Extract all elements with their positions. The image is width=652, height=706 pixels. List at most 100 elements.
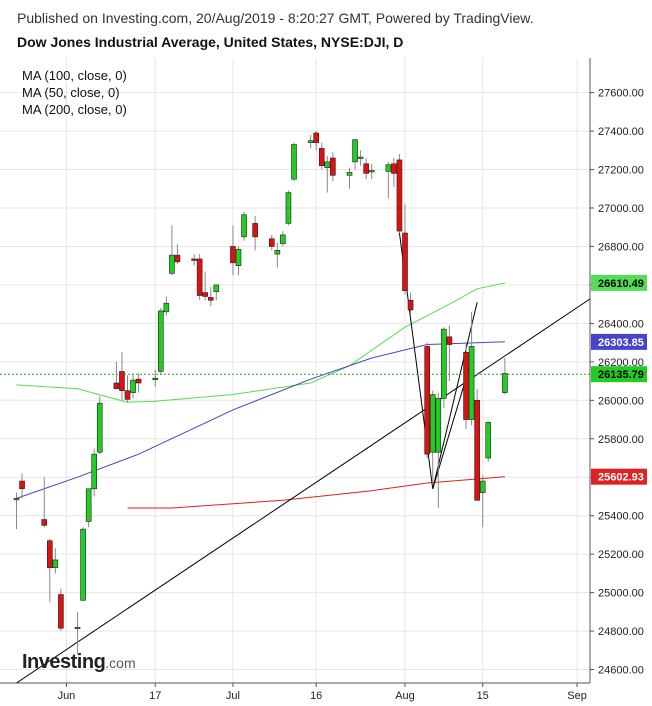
plot-layer — [0, 131, 590, 683]
price-label-box — [591, 333, 647, 350]
y-tick-label: 26000.00 — [598, 395, 644, 407]
candle-body — [330, 157, 336, 176]
legend-ma200[interactable]: MA (200, close, 0) — [22, 102, 127, 117]
candle-body — [357, 156, 364, 159]
x-tick-label: Sep — [567, 690, 587, 702]
candle-body — [280, 234, 286, 244]
published-caption: Published on Investing.com, 20/Aug/2019 … — [17, 10, 534, 26]
candle-body — [313, 132, 320, 143]
y-tick-label: 25800.00 — [598, 434, 644, 446]
candle-body — [385, 164, 392, 172]
candle-body — [207, 297, 214, 301]
candle-body — [268, 238, 275, 247]
y-tick-label: 24600.00 — [598, 665, 644, 677]
candle-body — [485, 422, 492, 459]
y-tick-label: 27400.00 — [598, 126, 644, 138]
candle-body — [124, 390, 131, 400]
candle-body — [91, 453, 97, 490]
candle-body — [58, 594, 64, 629]
candle-body — [435, 398, 442, 453]
candle-body — [169, 254, 175, 274]
candle-body — [324, 161, 331, 168]
candle-body — [463, 351, 469, 420]
price-label: 25602.93 — [598, 472, 644, 484]
trendline — [432, 302, 478, 489]
candle-body — [479, 480, 486, 493]
candle-body — [441, 328, 447, 399]
candle-body — [352, 139, 358, 163]
candle-body — [424, 346, 431, 455]
candle-body — [274, 250, 281, 255]
y-tick-label: 27600.00 — [598, 88, 644, 100]
trendline — [16, 298, 590, 683]
candle-body — [252, 223, 258, 238]
moving-average-line — [16, 341, 505, 499]
moving-average-line — [127, 476, 505, 509]
legend-ma50[interactable]: MA (50, close, 0) — [22, 85, 120, 100]
x-tick-label: Jul — [226, 690, 240, 702]
candle-body — [368, 170, 375, 173]
candle-body — [174, 254, 181, 263]
candle-body — [291, 144, 297, 180]
price-label-box — [591, 274, 647, 291]
candle-body — [85, 488, 92, 522]
price-label-box — [591, 468, 647, 485]
candle-body — [396, 159, 403, 232]
y-tick-label: 27200.00 — [598, 165, 644, 177]
candle-body — [96, 402, 103, 453]
candle-body — [196, 258, 203, 296]
candle-body — [429, 394, 436, 453]
y-tick-label: 26800.00 — [598, 241, 644, 253]
candle-body — [474, 400, 480, 501]
candle-body — [80, 528, 86, 601]
candle-body — [468, 346, 475, 420]
y-tick-label: 25200.00 — [598, 549, 644, 561]
chart-title: Dow Jones Industrial Average, United Sta… — [17, 34, 404, 50]
y-tick-label: 25400.00 — [598, 511, 644, 523]
candle-body — [130, 379, 136, 393]
x-tick-label: Aug — [395, 690, 415, 702]
candle-body — [191, 258, 197, 261]
price-label: 26303.85 — [598, 337, 644, 349]
candle-body — [113, 382, 120, 390]
candle-body — [318, 148, 325, 166]
price-label: 26135.79 — [598, 369, 644, 381]
y-tick-label: 27000.00 — [598, 203, 644, 215]
y-tick-label: 26200.00 — [598, 357, 644, 369]
moving-average-line — [16, 282, 506, 403]
x-tick-label: 15 — [477, 690, 489, 702]
candle-body — [230, 246, 236, 264]
candle-body — [74, 626, 81, 630]
candle-body — [213, 284, 220, 292]
candle-body — [346, 172, 353, 176]
candle-body — [135, 378, 142, 384]
candle-body — [402, 232, 408, 291]
x-tick-label: 17 — [149, 690, 161, 702]
candle-body — [152, 377, 159, 380]
y-tick-label: 26400.00 — [598, 318, 644, 330]
candle-body — [202, 292, 208, 297]
candle-body — [307, 140, 314, 143]
candle-body — [163, 302, 170, 313]
investing-logo: Investing.com — [22, 651, 136, 674]
x-tick-label: Jun — [58, 690, 76, 702]
candle-body — [52, 559, 59, 568]
logo-name: Investing — [22, 651, 106, 673]
x-tick-label: 16 — [310, 690, 322, 702]
candle-body — [19, 480, 25, 490]
indicator-legend: MA (100, close, 0) MA (50, close, 0) MA … — [22, 67, 127, 118]
candle-body — [158, 310, 164, 372]
candle-body — [241, 214, 247, 238]
price-label: 26610.49 — [598, 278, 644, 290]
legend-ma100[interactable]: MA (100, close, 0) — [22, 68, 127, 83]
candle-body — [502, 373, 508, 393]
candle-body — [407, 300, 414, 311]
price-label-box — [591, 366, 647, 383]
candle-body — [46, 540, 53, 568]
candle-body — [13, 498, 20, 501]
candle-body — [446, 336, 453, 345]
candle-body — [285, 192, 292, 224]
candle-body — [41, 519, 48, 526]
candle-body — [391, 163, 397, 174]
